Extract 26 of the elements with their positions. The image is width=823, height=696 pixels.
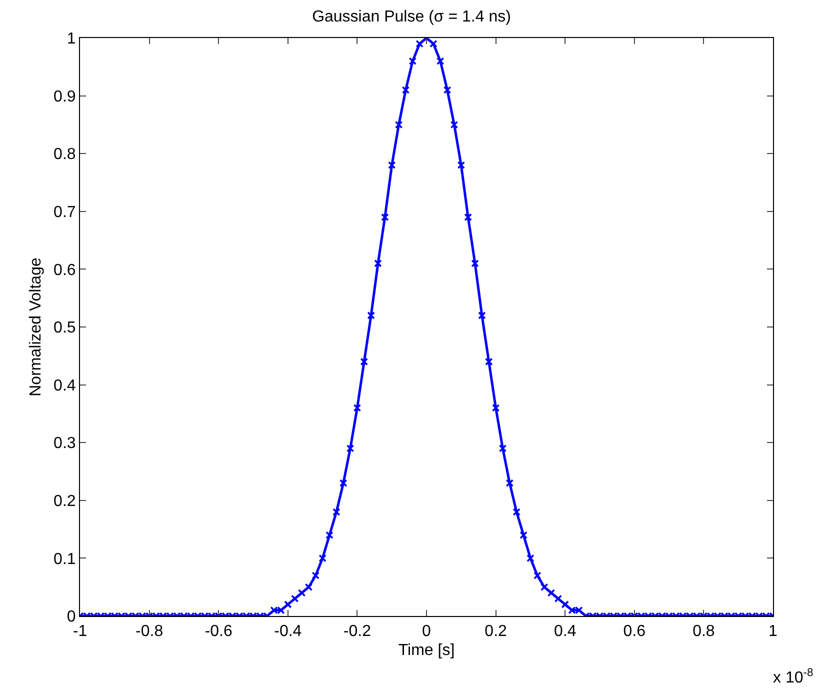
y-tick-label: 0.4	[54, 377, 76, 394]
y-tick-label: 0.3	[54, 435, 76, 452]
y-tick-label: 0.6	[54, 262, 76, 279]
x-tick-label: -0.4	[274, 623, 302, 640]
y-tick-label: 0.2	[54, 493, 76, 510]
x-tick-label: 0.4	[554, 623, 576, 640]
x-tick-label: 0.2	[484, 623, 508, 640]
y-tick-label: 1	[66, 30, 76, 48]
x-tick-label: 0	[422, 623, 432, 640]
x-axis-title: Time [s]	[398, 642, 455, 659]
x-tick-label: 1	[768, 623, 778, 640]
x-tick-label: -0.6	[204, 623, 232, 640]
y-tick-label: 0.8	[54, 146, 76, 164]
x-tick-label: 0.8	[692, 623, 715, 640]
x-tick-label: 0.6	[623, 623, 646, 640]
y-tick-label: 0.1	[54, 550, 76, 568]
x-tick-label: -1	[72, 623, 88, 640]
y-tick-label: 0.9	[54, 88, 76, 106]
y-axis-title: Normalized Voltage	[27, 258, 44, 396]
chart-title: Gaussian Pulse (σ = 1.4 ns)	[312, 8, 511, 26]
x-tick-label: -0.2	[343, 623, 372, 640]
y-tick-label: 0.5	[54, 320, 76, 337]
y-tick-label: 0.7	[54, 204, 76, 221]
y-tick-label: 0	[66, 608, 76, 626]
text: x 10$^{-8}$	[773, 667, 814, 687]
x-tick-label: -0.8	[136, 623, 164, 640]
